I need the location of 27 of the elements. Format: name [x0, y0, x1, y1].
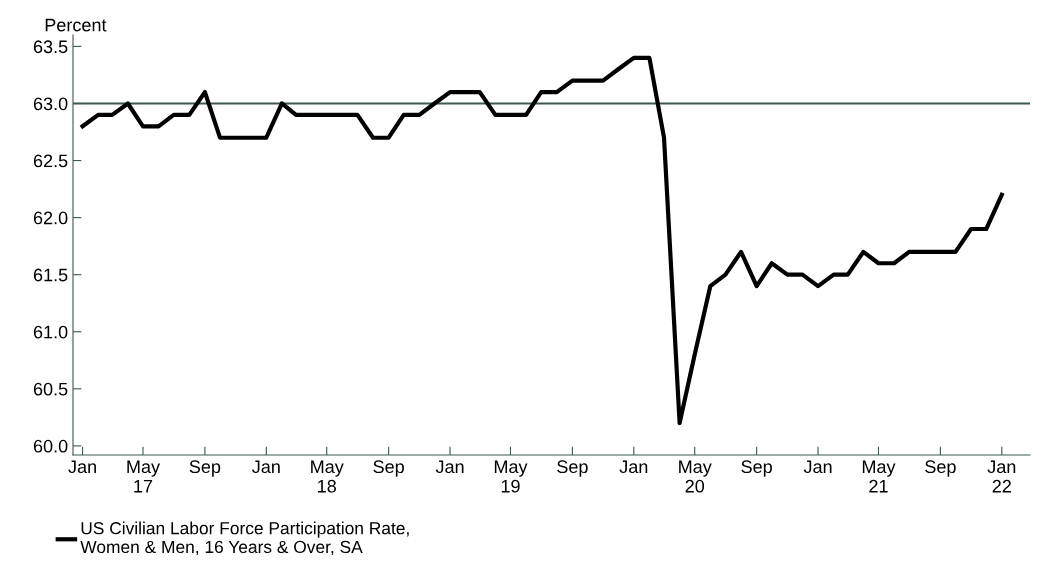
x-tick-label: Sep — [925, 460, 956, 477]
x-tick-label: May 19 — [494, 460, 528, 493]
y-tick-label: 63.5 — [33, 40, 68, 54]
x-tick-label: May 21 — [862, 460, 896, 493]
y-tick-label: 62.5 — [33, 154, 68, 168]
x-tick-label: May 20 — [679, 460, 712, 493]
y-tick-label: 62.0 — [33, 211, 68, 225]
y-tick-label: 60.5 — [33, 382, 68, 396]
x-tick-label: Sep — [189, 460, 221, 477]
x-tick-label: Jan — [803, 460, 832, 474]
x-tick-label: May 18 — [311, 460, 344, 493]
y-tick-label: 61.5 — [33, 268, 68, 282]
x-tick-label: Jan — [252, 460, 280, 474]
x-tick-label: Jan — [68, 460, 96, 474]
legend-label: US Civilian Labor Force Participation Rate, Women & Men, 16 Years & Over, SA — [80, 521, 409, 556]
y-axis-title: Percent — [45, 18, 107, 32]
y-tick-label: 61.0 — [33, 325, 68, 339]
x-tick-label: Jan — [619, 460, 648, 474]
x-tick-label: Sep — [741, 460, 772, 477]
x-tick-label: Sep — [557, 460, 588, 477]
x-tick-label: May 17 — [127, 460, 160, 493]
x-tick-label: Jan 22 — [987, 460, 1016, 493]
x-tick-label: Jan — [435, 460, 464, 474]
y-tick-label: 63.0 — [33, 97, 68, 111]
y-tick-label: 60.0 — [33, 439, 68, 453]
line-series — [80, 55, 1004, 426]
x-tick-label: Sep — [373, 460, 404, 477]
